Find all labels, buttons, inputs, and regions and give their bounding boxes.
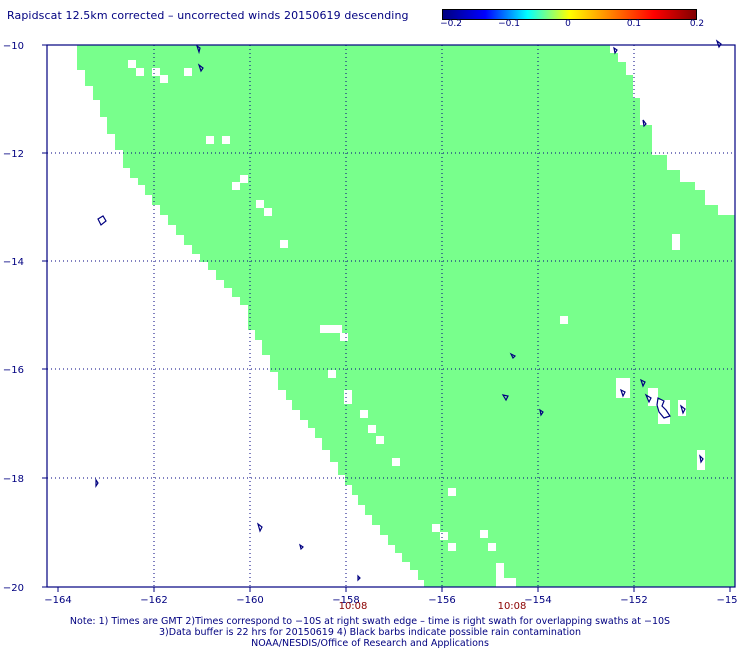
coastlines [95, 39, 722, 582]
colorbar-tick-label: −0.2 [440, 19, 462, 29]
colorbar-tick-label: 0.1 [626, 19, 642, 29]
lat-tick-label: −20 [3, 583, 24, 594]
note-line-3: NOAA/NESDIS/Office of Research and Appli… [251, 638, 489, 649]
lon-tick-label: −158 [332, 595, 359, 606]
lon-tick-label: −164 [44, 595, 71, 606]
axis-ticks [42, 44, 731, 592]
lat-tick-label: −10 [3, 41, 24, 52]
swath-area [77, 45, 735, 587]
lat-tick-label: −18 [3, 474, 24, 485]
lat-tick-label: −14 [3, 257, 24, 268]
lon-tick-label: −160 [236, 595, 263, 606]
lon-tick-label: −152 [620, 595, 647, 606]
lon-tick-label: −15 [716, 595, 737, 606]
swath-gaps [128, 60, 705, 587]
colorbar-tick-label: 0 [565, 19, 571, 29]
lon-tick-label: −162 [140, 595, 167, 606]
lon-tick-label: −154 [524, 595, 551, 606]
swath-coverage [77, 45, 735, 587]
grid-lines [47, 45, 735, 587]
lat-tick-label: −16 [3, 365, 24, 376]
chart-title: Rapidscat 12.5km corrected – uncorrected… [7, 9, 409, 22]
colorbar-tick-label: 0.2 [689, 19, 705, 29]
colorbar [442, 9, 697, 20]
lon-tick-label: −156 [428, 595, 455, 606]
lat-tick-label: −12 [3, 149, 24, 160]
swath-time-label: 10:08 [339, 601, 368, 612]
note-line-1: Note: 1) Times are GMT 2)Times correspon… [69, 616, 671, 627]
plot-frame [46, 44, 736, 588]
colorbar-tick-label: −0.1 [498, 19, 520, 29]
swath-time-label: 10:08 [498, 601, 527, 612]
note-line-2: 3)Data buffer is 22 hrs for 20150619 4) … [159, 627, 581, 638]
